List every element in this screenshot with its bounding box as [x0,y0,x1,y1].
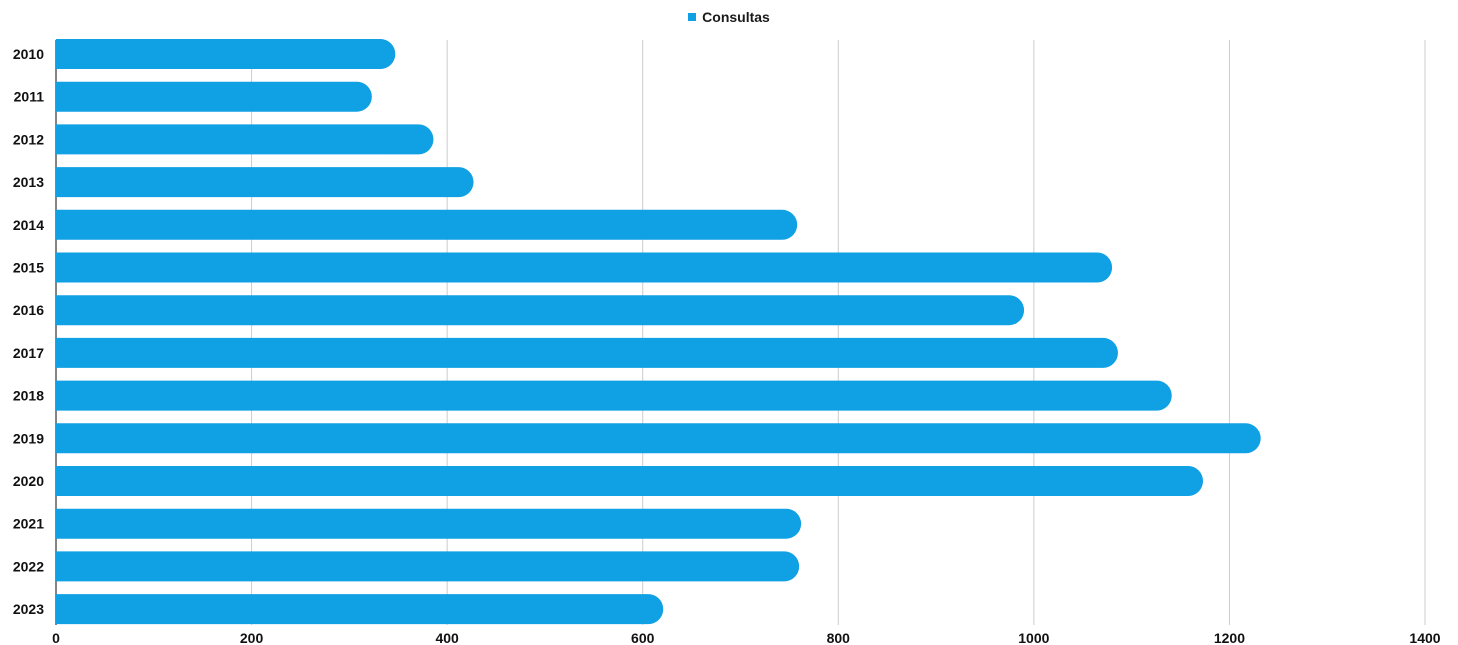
bar-2012 [56,124,434,155]
bar-2021 [56,508,802,539]
x-tick-label: 1000 [1018,630,1049,645]
y-category-label: 2016 [13,302,44,318]
y-category-label: 2022 [13,558,44,574]
x-tick-label: 400 [435,630,459,645]
x-tick-label: 600 [631,630,655,645]
legend-label: Consultas [702,9,770,25]
chart-legend: Consultas [0,9,1458,25]
y-category-label: 2017 [13,345,44,361]
bar-2018 [56,380,1172,411]
y-category-label: 2015 [13,260,44,276]
bars [56,39,1261,625]
x-tick-label: 1400 [1409,630,1440,645]
y-axis-labels: 2010 2011 2012 2013 2014 2015 2016 2017 2018 2019… [13,46,44,617]
bar-2010 [56,39,396,69]
y-category-label: 2018 [13,388,44,404]
legend-swatch [688,13,697,21]
bar-2023 [56,594,664,625]
bar-2013 [56,167,474,198]
y-category-label: 2021 [13,516,44,532]
x-tick-label: 0 [52,630,60,645]
y-category-label: 2023 [13,601,44,617]
bar-2011 [56,81,372,112]
x-tick-label: 200 [240,630,264,645]
y-category-label: 2012 [13,131,44,147]
bar-2014 [56,209,798,240]
x-tick-label: 800 [827,630,851,645]
y-category-label: 2019 [13,430,44,446]
y-category-label: 2011 [14,89,45,105]
bar-2022 [56,551,800,582]
y-category-label: 2014 [13,217,44,233]
x-axis-labels: 0 200 400 600 800 1000 1200 1400 [52,630,1441,645]
bar-2020 [56,466,1204,496]
bar-2015 [56,252,1113,283]
y-category-label: 2020 [13,473,44,489]
bar-2019 [56,423,1261,454]
bar-2017 [56,337,1118,368]
y-category-label: 2010 [13,46,44,62]
y-category-label: 2013 [13,174,44,190]
bar-2016 [56,295,1025,326]
x-tick-label: 1200 [1214,630,1245,645]
